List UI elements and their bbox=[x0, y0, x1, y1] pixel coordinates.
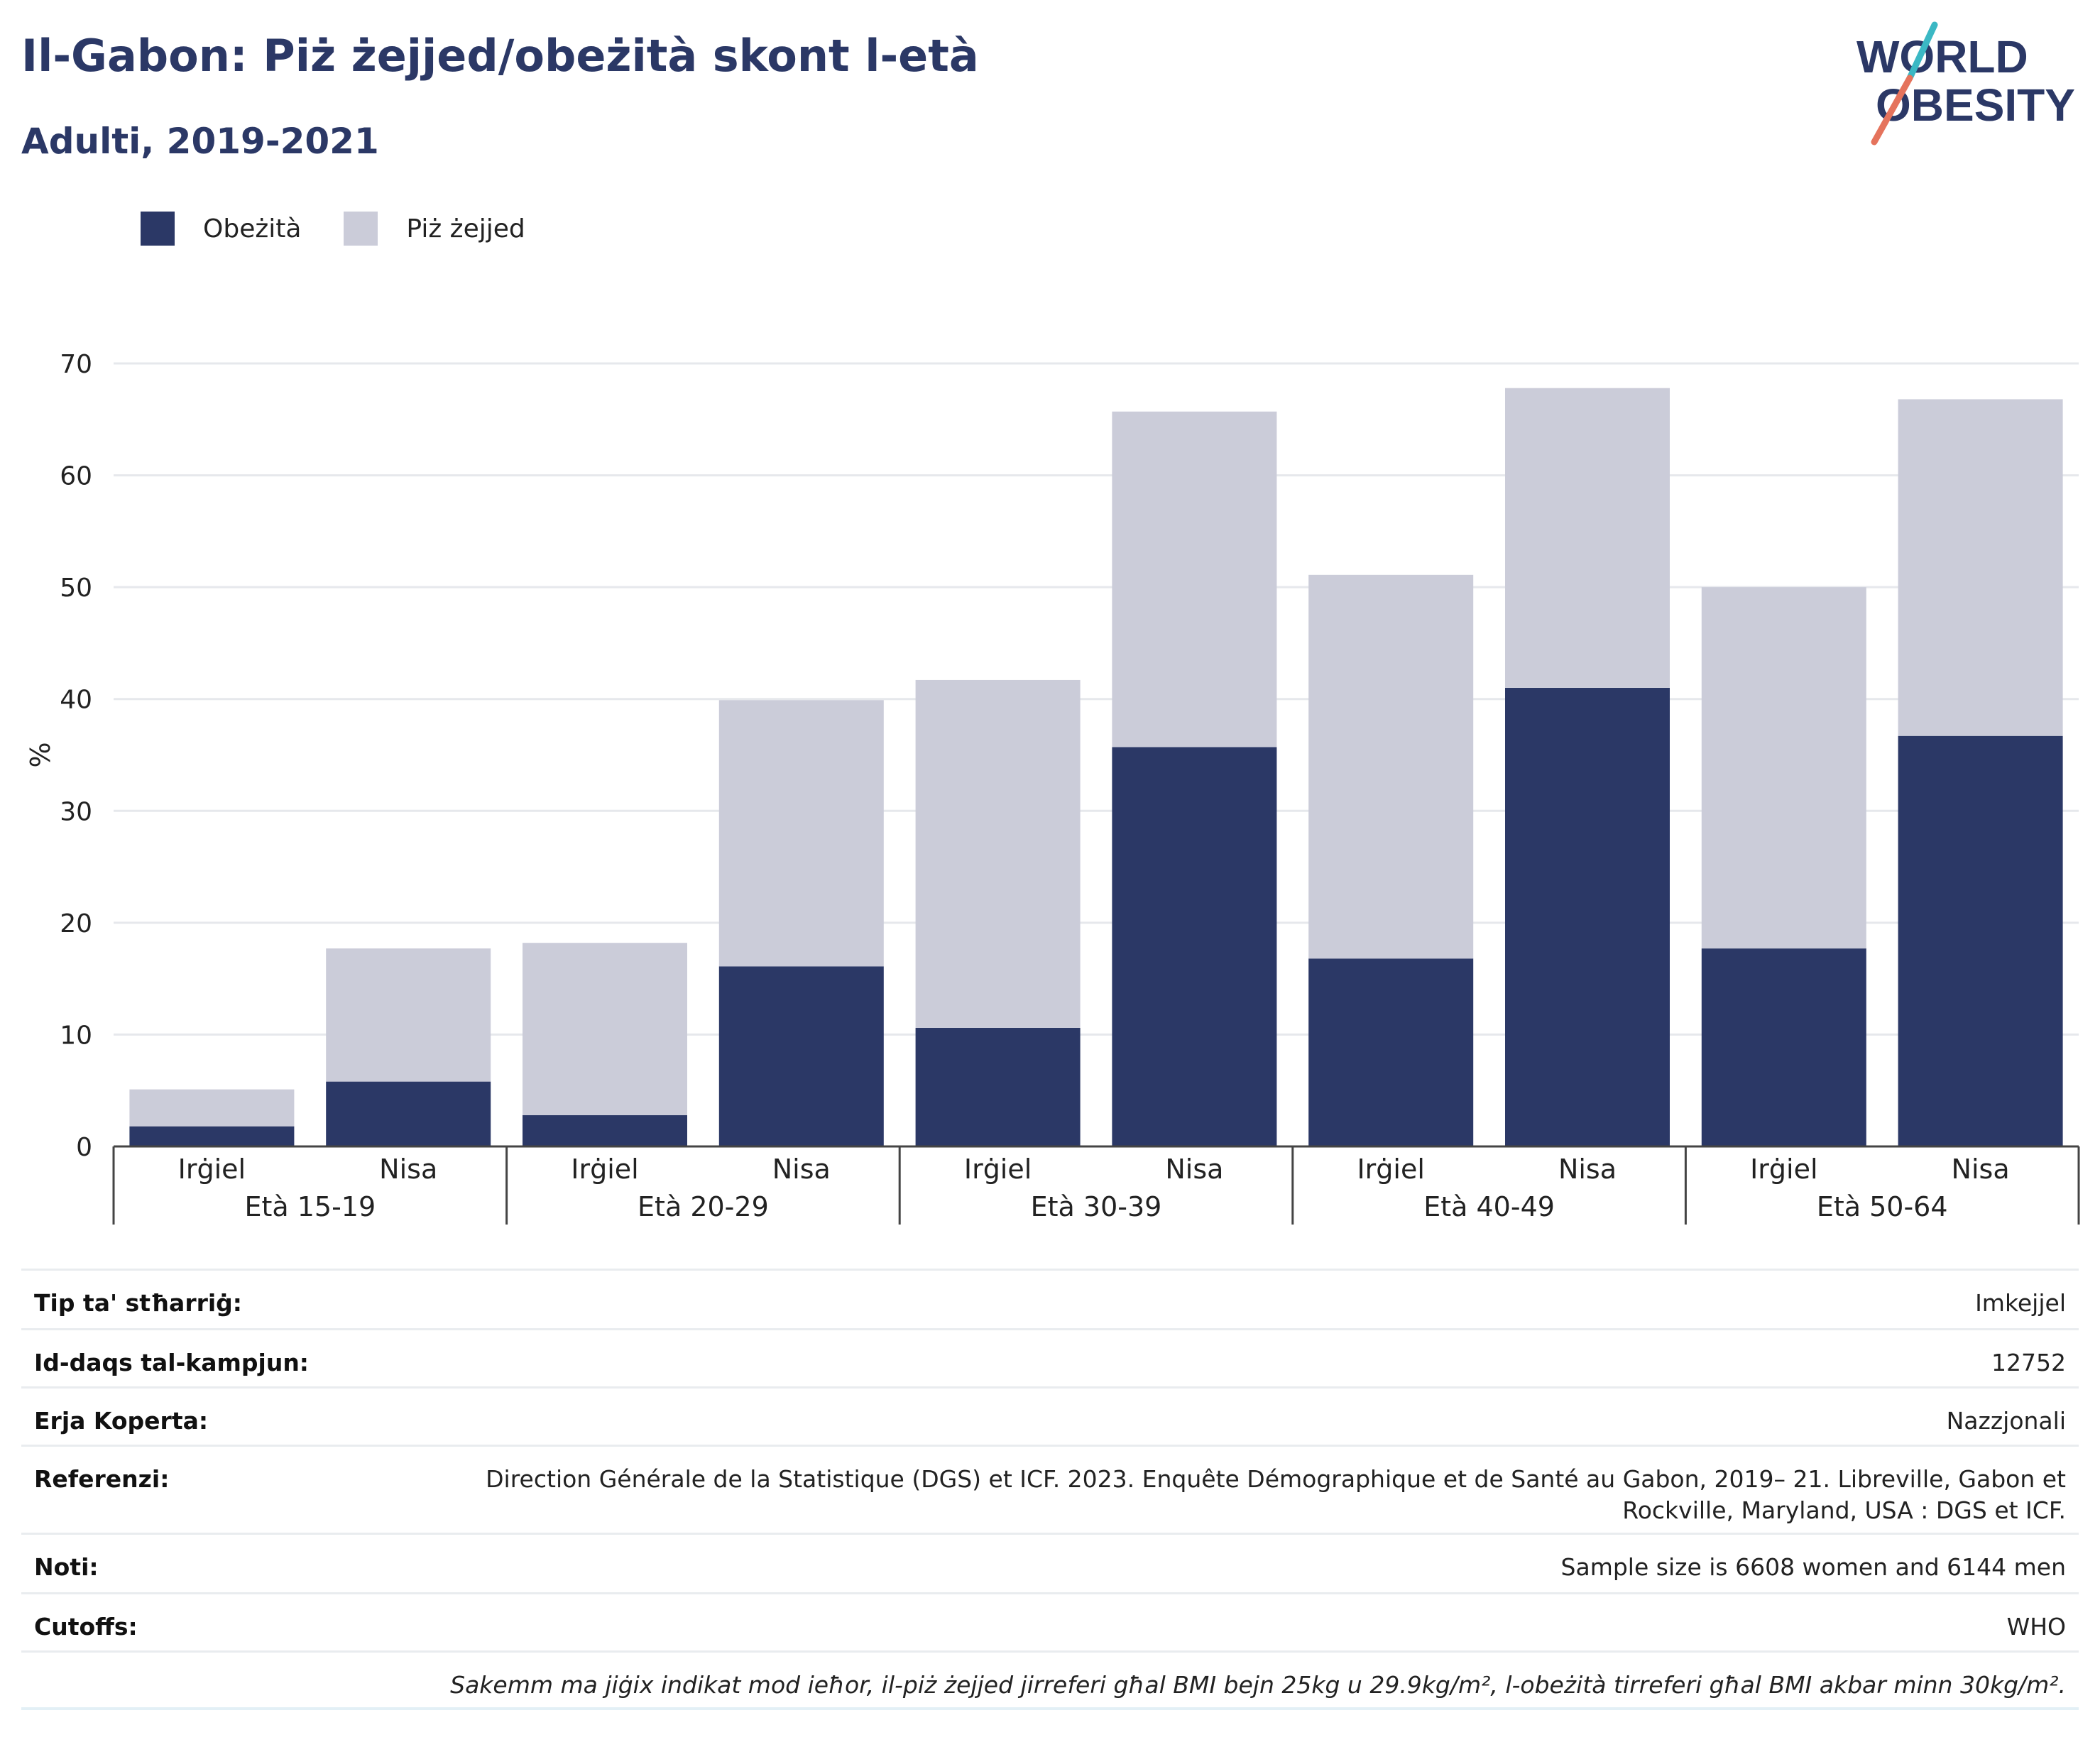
info-row-survey-type: Tip ta' stħarriġ: Imkejjel bbox=[21, 1269, 2079, 1328]
info-key: Tip ta' stħarriġ: bbox=[34, 1289, 243, 1317]
info-value: Imkejjel bbox=[1975, 1289, 2066, 1317]
info-value: 12752 bbox=[1991, 1349, 2066, 1376]
legend-item-obesity[interactable]: Obeżità bbox=[141, 212, 301, 246]
bar-obesity bbox=[1505, 687, 1670, 1146]
info-row-cutoffs: Cutoffs: WHO bbox=[21, 1592, 2079, 1650]
logo-slash-bottom bbox=[1871, 75, 1913, 146]
chart-title: Il-Gabon: Piż żejjed/obeżità skont l-età bbox=[21, 30, 979, 82]
bar-obesity bbox=[1308, 958, 1474, 1146]
info-row-references: Referenzi: Direction Générale de la Stat… bbox=[21, 1445, 2079, 1533]
bar-obesity bbox=[1898, 735, 2063, 1146]
y-tick-label: 60 bbox=[60, 462, 92, 491]
y-axis-label: % bbox=[25, 742, 56, 767]
legend-label-overweight: Piż żejjed bbox=[406, 214, 525, 243]
y-axis-ticks: 0 10 20 30 40 50 60 70 bbox=[60, 350, 92, 1162]
bar-overweight bbox=[1505, 388, 1670, 688]
x-axis: Irġiel Nisa Irġiel Nisa Irġiel Nisa Irġiel Nisa… bbox=[112, 1145, 2080, 1225]
bar-obesity bbox=[326, 1081, 491, 1146]
bar-obesity bbox=[915, 1027, 1081, 1146]
info-row-sample-size: Id-daqs tal-kampjun: 12752 bbox=[21, 1328, 2079, 1386]
x-tick-label: Nisa bbox=[1558, 1154, 1617, 1185]
info-value: Sample size is 6608 women and 6144 men bbox=[1560, 1553, 2066, 1581]
x-tick-label: Irġiel bbox=[1750, 1154, 1817, 1185]
info-row-coverage: Erja Koperta: Nazzjonali bbox=[21, 1386, 2079, 1445]
y-tick-label: 20 bbox=[60, 909, 92, 938]
x-group-label: Età 30-39 bbox=[1031, 1191, 1162, 1222]
chart-legend: Obeżità Piż żejjed bbox=[141, 207, 568, 250]
y-tick-label: 50 bbox=[60, 574, 92, 603]
x-tick-label: Irġiel bbox=[178, 1154, 246, 1185]
y-tick-label: 10 bbox=[60, 1021, 92, 1050]
bar-overweight bbox=[326, 948, 491, 1082]
y-tick-label: 30 bbox=[60, 797, 92, 826]
info-key: Noti: bbox=[34, 1553, 99, 1581]
info-value: Nazzjonali bbox=[1946, 1407, 2066, 1435]
bar-overweight bbox=[523, 943, 687, 1115]
x-tick-label: Nisa bbox=[1165, 1154, 1223, 1185]
legend-swatch-obesity bbox=[141, 212, 175, 246]
bar-obesity bbox=[523, 1115, 687, 1146]
x-tick-label: Irġiel bbox=[571, 1154, 638, 1185]
info-key: Referenzi: bbox=[34, 1465, 170, 1493]
info-value: WHO bbox=[2006, 1613, 2066, 1641]
x-tick-label: Irġiel bbox=[1357, 1154, 1424, 1185]
bar-obesity bbox=[718, 966, 884, 1146]
x-group-label: Età 50-64 bbox=[1817, 1191, 1948, 1222]
info-key: Cutoffs: bbox=[34, 1613, 138, 1641]
survey-info-table: Tip ta' stħarriġ: Imkejjel Id-daqs tal-k… bbox=[21, 1269, 2079, 1710]
logo-line2: OBESITY bbox=[1876, 80, 2075, 131]
info-row-notes: Noti: Sample size is 6608 women and 6144… bbox=[21, 1533, 2079, 1592]
bar-obesity bbox=[129, 1126, 295, 1146]
x-group-label: Età 15-19 bbox=[244, 1191, 376, 1222]
bars bbox=[129, 388, 2063, 1146]
legend-swatch-overweight bbox=[344, 212, 378, 246]
x-tick-label: Nisa bbox=[772, 1154, 831, 1185]
bar-overweight bbox=[1308, 574, 1474, 959]
x-tick-label: Irġiel bbox=[964, 1154, 1032, 1185]
chart-subtitle: Adulti, 2019-2021 bbox=[21, 121, 379, 162]
y-tick-label: 0 bbox=[76, 1133, 92, 1162]
logo-slash-top bbox=[1906, 21, 1938, 82]
info-value: Direction Générale de la Statistique (DG… bbox=[486, 1465, 2066, 1524]
logo-line1: WORLD bbox=[1856, 31, 2028, 82]
bar-overweight bbox=[915, 679, 1081, 1028]
y-tick-label: 40 bbox=[60, 686, 92, 715]
y-tick-label: 70 bbox=[60, 350, 92, 379]
x-group-label: Età 40-49 bbox=[1423, 1191, 1555, 1222]
legend-label-obesity: Obeżità bbox=[203, 214, 302, 243]
bar-obesity bbox=[1112, 747, 1277, 1146]
bar-overweight bbox=[1112, 411, 1277, 747]
x-group-label: Età 20-29 bbox=[638, 1191, 769, 1222]
bar-overweight bbox=[1898, 399, 2063, 736]
info-key: Erja Koperta: bbox=[34, 1407, 209, 1435]
world-obesity-logo: WORLD OBESITY bbox=[1856, 21, 2075, 146]
bar-obesity bbox=[1701, 948, 1866, 1146]
bar-overweight bbox=[718, 700, 884, 967]
bar-overweight bbox=[129, 1089, 295, 1127]
bar-overweight bbox=[1701, 587, 1866, 949]
x-tick-label: Nisa bbox=[379, 1154, 437, 1185]
definition-note: Sakemm ma jiġix indikat mod ieħor, il-pi… bbox=[21, 1650, 2079, 1710]
x-tick-label: Nisa bbox=[1952, 1154, 2010, 1185]
info-key: Id-daqs tal-kampjun: bbox=[34, 1349, 310, 1376]
legend-item-overweight[interactable]: Piż żejjed bbox=[344, 212, 525, 246]
